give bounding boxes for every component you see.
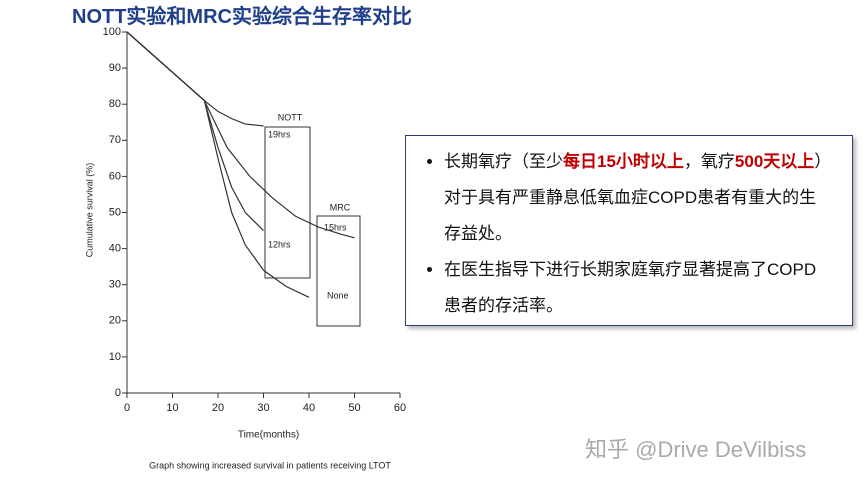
text-box: 长期氧疗（至少每日15小时以上，氧疗500天以上）对于具有严重静息低氧血症COP… (405, 135, 853, 326)
y-tick-label: 80 (109, 98, 121, 110)
highlight-text: 500天以上 (734, 152, 815, 171)
y-axis-label: Cumulative survival (%) (84, 163, 94, 258)
bullet-text: 长期氧疗（至少 (444, 152, 563, 171)
survival-line (126, 31, 264, 231)
series-label: None (327, 290, 349, 300)
y-tick-label: 60 (109, 170, 121, 182)
x-tick-label: 10 (166, 402, 178, 414)
bullet-text: ）对于具有严重静息低氧血症COPD患者有重大的生存益处。 (444, 152, 832, 243)
y-tick-label: 0 (115, 387, 121, 399)
annotation: NOTT (278, 112, 303, 122)
x-tick-label: 0 (124, 402, 130, 414)
survival-line (126, 31, 264, 127)
bullet-text: ，氧疗 (683, 152, 735, 171)
y-tick-label: 30 (109, 279, 121, 291)
x-tick-label: 40 (303, 402, 315, 414)
y-tick-label: 70 (109, 134, 121, 146)
x-axis-label: Time(months) (238, 430, 299, 441)
survival-line (126, 31, 355, 239)
nott-box (264, 126, 311, 279)
x-tick-label: 50 (348, 402, 360, 414)
bullet: 在医生指导下进行长期家庭氧疗显著提高了COPD患者的存活率。 (444, 252, 832, 324)
series-label: 15hrs (324, 222, 347, 232)
bullet-list: 长期氧疗（至少每日15小时以上，氧疗500天以上）对于具有严重静息低氧血症COP… (430, 144, 832, 324)
series-label: 19hrs (268, 129, 291, 139)
mrc-box (316, 215, 361, 327)
x-tick-label: 60 (394, 402, 406, 414)
y-tick-label: 100 (103, 26, 121, 38)
bullet: 长期氧疗（至少每日15小时以上，氧疗500天以上）对于具有严重静息低氧血症COP… (444, 144, 832, 252)
y-tick-label: 90 (109, 62, 121, 74)
caption: Graph showing increased survival in pati… (149, 460, 391, 470)
highlight-text: 每日15小时以上 (563, 152, 684, 171)
x-tick-label: 30 (257, 402, 269, 414)
watermark: 知乎 @Drive DeVilbiss (585, 437, 807, 462)
y-tick-label: 10 (109, 351, 121, 363)
survival-line (126, 31, 310, 298)
annotation: MRC (330, 202, 351, 212)
y-tick-label: 40 (109, 243, 121, 255)
y-tick-label: 20 (109, 315, 121, 327)
bullet-text: 在医生指导下进行长期家庭氧疗显著提高了COPD患者的存活率。 (444, 260, 817, 315)
series-label: 12hrs (268, 239, 291, 249)
x-tick-label: 20 (212, 402, 224, 414)
y-tick-label: 50 (109, 206, 121, 218)
page-title: NOTT实验和MRC实验综合生存率对比 (72, 6, 412, 28)
